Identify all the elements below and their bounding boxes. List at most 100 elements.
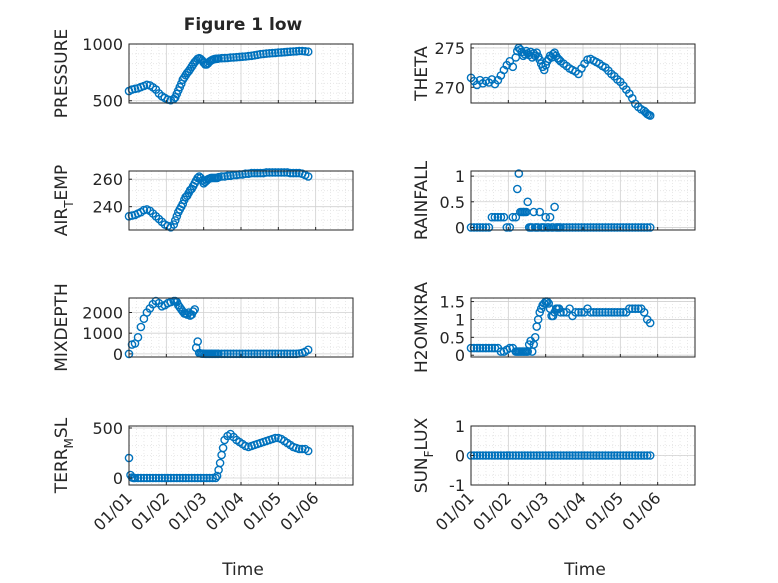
data-point bbox=[211, 473, 220, 483]
data-point bbox=[556, 223, 565, 232]
data-point bbox=[490, 212, 500, 222]
data-point bbox=[270, 168, 280, 177]
data-point bbox=[265, 49, 274, 58]
data-point bbox=[259, 49, 268, 59]
data-point bbox=[607, 307, 616, 317]
data-point bbox=[595, 451, 604, 460]
x-tick-label: 01/04 bbox=[544, 488, 590, 534]
data-point bbox=[136, 473, 146, 483]
y-tick-label: 1.5 bbox=[440, 293, 465, 312]
data-point bbox=[571, 223, 580, 232]
data-point bbox=[619, 451, 628, 460]
data-point bbox=[282, 47, 292, 57]
x-tick-label: 01/06 bbox=[618, 488, 664, 534]
data-point bbox=[610, 307, 619, 317]
data-point bbox=[604, 451, 613, 460]
data-point bbox=[639, 451, 649, 460]
data-point bbox=[645, 318, 655, 328]
data-point bbox=[628, 451, 637, 460]
y-axis-label-rainfall: RAINFALL bbox=[412, 160, 432, 240]
data-point bbox=[262, 49, 271, 58]
data-point bbox=[541, 212, 551, 222]
data-point bbox=[496, 212, 506, 222]
data-point bbox=[499, 451, 509, 460]
data-point bbox=[172, 211, 182, 221]
data-point bbox=[285, 168, 295, 178]
data-point bbox=[300, 47, 310, 56]
data-point bbox=[169, 473, 179, 483]
data-point bbox=[214, 54, 223, 63]
x-tick-label: 01/05 bbox=[239, 488, 285, 534]
y-tick-label: 0 bbox=[455, 447, 465, 466]
data-point bbox=[538, 451, 548, 460]
data-point bbox=[193, 337, 202, 346]
x-tick-label: 01/04 bbox=[202, 488, 248, 534]
data-point bbox=[205, 473, 214, 483]
data-point bbox=[529, 207, 539, 217]
y-axis-label-h2omixra: H2OMIXRA bbox=[412, 282, 432, 373]
data-point bbox=[154, 473, 164, 483]
y-tick-label: 1000 bbox=[82, 324, 123, 343]
data-point bbox=[520, 451, 530, 460]
data-point bbox=[580, 451, 589, 460]
data-point bbox=[610, 223, 619, 232]
data-point bbox=[226, 53, 235, 62]
data-point bbox=[273, 168, 283, 177]
data-point bbox=[190, 305, 199, 314]
data-point bbox=[142, 473, 152, 483]
data-point bbox=[469, 223, 479, 232]
y-tick-label: 1000 bbox=[82, 35, 123, 54]
data-point bbox=[250, 51, 259, 60]
data-point bbox=[184, 473, 193, 483]
data-point bbox=[577, 223, 586, 232]
data-point bbox=[586, 307, 595, 317]
data-point bbox=[190, 473, 199, 483]
data-point bbox=[303, 47, 313, 57]
x-axis-label-left: Time bbox=[221, 560, 264, 580]
data-point bbox=[178, 473, 188, 483]
data-point bbox=[613, 307, 622, 317]
data-point bbox=[187, 473, 196, 483]
data-point bbox=[481, 451, 491, 460]
data-point bbox=[565, 223, 574, 232]
x-tick-label: 01/05 bbox=[581, 488, 627, 534]
data-point bbox=[610, 451, 619, 460]
data-point bbox=[532, 48, 542, 58]
data-point bbox=[639, 307, 649, 317]
data-point bbox=[303, 172, 313, 181]
data-point bbox=[294, 46, 304, 56]
data-point bbox=[556, 307, 565, 317]
data-point bbox=[613, 223, 622, 232]
data-point bbox=[619, 307, 628, 317]
data-point bbox=[583, 451, 592, 460]
data-point bbox=[490, 451, 500, 460]
data-point bbox=[496, 347, 506, 356]
data-point bbox=[530, 332, 540, 342]
data-point bbox=[505, 223, 515, 232]
data-point bbox=[223, 171, 232, 181]
data-point bbox=[160, 473, 170, 483]
y-tick-label: 2000 bbox=[82, 303, 123, 322]
data-point bbox=[478, 343, 488, 353]
y-tick-label: 1 bbox=[455, 417, 465, 436]
data-point bbox=[574, 307, 583, 317]
data-point bbox=[577, 307, 586, 317]
y-tick-label: -1 bbox=[449, 476, 465, 495]
y-axis-label-theta: THETA bbox=[412, 46, 432, 102]
data-point bbox=[208, 473, 217, 483]
series-air-temp bbox=[124, 168, 313, 232]
data-point bbox=[188, 307, 198, 316]
data-point bbox=[493, 212, 503, 222]
data-point bbox=[178, 199, 188, 209]
data-point bbox=[262, 168, 271, 177]
data-point bbox=[175, 473, 185, 483]
figure-title: Figure 1 low bbox=[184, 15, 303, 35]
data-point bbox=[218, 443, 228, 453]
data-point bbox=[583, 223, 592, 232]
data-point bbox=[502, 451, 512, 460]
x-tick-label: 01/03 bbox=[164, 488, 210, 534]
data-point bbox=[595, 307, 604, 317]
data-point bbox=[622, 451, 631, 460]
